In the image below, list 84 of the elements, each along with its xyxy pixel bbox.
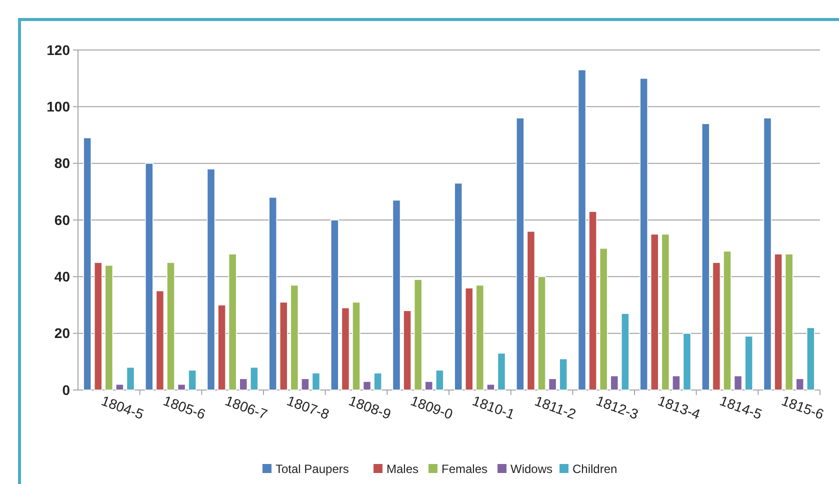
bar bbox=[796, 378, 804, 390]
bar bbox=[763, 118, 772, 390]
bar bbox=[116, 384, 124, 390]
bar bbox=[464, 288, 474, 390]
legend-label: Children bbox=[572, 462, 618, 476]
bar bbox=[166, 262, 175, 390]
x-tick-label: 1812-3 bbox=[594, 392, 641, 422]
bar bbox=[94, 262, 102, 390]
bar bbox=[374, 372, 382, 390]
bar bbox=[661, 234, 670, 390]
bar bbox=[301, 378, 310, 390]
bar bbox=[682, 332, 692, 390]
bar bbox=[352, 302, 360, 390]
bar bbox=[403, 310, 412, 390]
x-tick-label: 1810-1 bbox=[470, 392, 518, 422]
y-tick-label: 100 bbox=[46, 98, 70, 115]
y-tick-label: 60 bbox=[54, 212, 70, 228]
bar bbox=[206, 168, 216, 390]
y-tick-label: 120 bbox=[46, 42, 70, 58]
bar bbox=[723, 250, 732, 390]
bar bbox=[454, 182, 463, 390]
x-tick-label: 1805-6 bbox=[161, 392, 208, 422]
bar bbox=[476, 284, 484, 390]
bar bbox=[640, 78, 648, 390]
bar bbox=[486, 384, 495, 390]
bar bbox=[588, 211, 597, 390]
bar bbox=[650, 234, 659, 390]
y-tick-label: 40 bbox=[54, 268, 70, 285]
bar bbox=[578, 69, 586, 390]
bar bbox=[516, 118, 524, 390]
x-tick-label: 1815-6 bbox=[780, 392, 826, 422]
bar bbox=[218, 304, 226, 390]
bar bbox=[239, 378, 248, 390]
bar bbox=[702, 123, 710, 390]
x-tick-label: 1804-5 bbox=[99, 392, 146, 422]
x-tick-label: 1807-8 bbox=[284, 392, 332, 422]
legend-label: Widows bbox=[510, 462, 553, 476]
bar bbox=[538, 276, 546, 390]
x-tick-label: 1813-4 bbox=[656, 392, 703, 422]
x-tick-label: 1811-2 bbox=[532, 392, 578, 422]
bar bbox=[312, 372, 320, 390]
bar bbox=[497, 352, 506, 390]
bar bbox=[435, 370, 444, 390]
bar bbox=[744, 336, 753, 390]
y-tick-label: 20 bbox=[54, 325, 70, 342]
bar bbox=[290, 284, 299, 390]
bar bbox=[362, 381, 372, 390]
bar bbox=[712, 262, 721, 390]
bar bbox=[559, 358, 568, 390]
legend-label: Males bbox=[386, 462, 419, 476]
bar bbox=[610, 375, 619, 390]
legend-label: Total Paupers bbox=[276, 462, 349, 476]
x-tick-label: 1806-7 bbox=[223, 392, 270, 422]
bar bbox=[672, 375, 680, 390]
bar bbox=[784, 254, 794, 390]
bar bbox=[424, 381, 434, 390]
bar bbox=[156, 290, 164, 390]
bar bbox=[83, 137, 92, 390]
bar bbox=[177, 384, 186, 390]
y-tick-label: 0 bbox=[62, 382, 70, 398]
bar bbox=[734, 375, 742, 390]
x-tick-label: 1814-5 bbox=[718, 392, 764, 422]
bar bbox=[414, 279, 422, 390]
bar bbox=[268, 196, 278, 390]
bar bbox=[341, 307, 350, 390]
x-tick-label: 1809-0 bbox=[408, 392, 456, 422]
bar bbox=[392, 200, 401, 390]
bar bbox=[228, 254, 237, 390]
x-tick-label: 1808-9 bbox=[346, 392, 394, 422]
bar bbox=[806, 327, 815, 390]
bar bbox=[279, 302, 288, 390]
bar bbox=[774, 254, 782, 390]
bar bbox=[250, 366, 258, 390]
y-tick-label: 80 bbox=[54, 155, 70, 172]
bar bbox=[620, 313, 630, 390]
bar bbox=[145, 162, 154, 390]
bar bbox=[188, 370, 196, 390]
bar bbox=[548, 378, 557, 390]
legend-label: Females bbox=[442, 462, 488, 476]
bar bbox=[104, 264, 114, 390]
bar bbox=[526, 230, 536, 390]
bar bbox=[599, 248, 608, 390]
bar bbox=[126, 366, 135, 390]
bar bbox=[330, 220, 339, 390]
